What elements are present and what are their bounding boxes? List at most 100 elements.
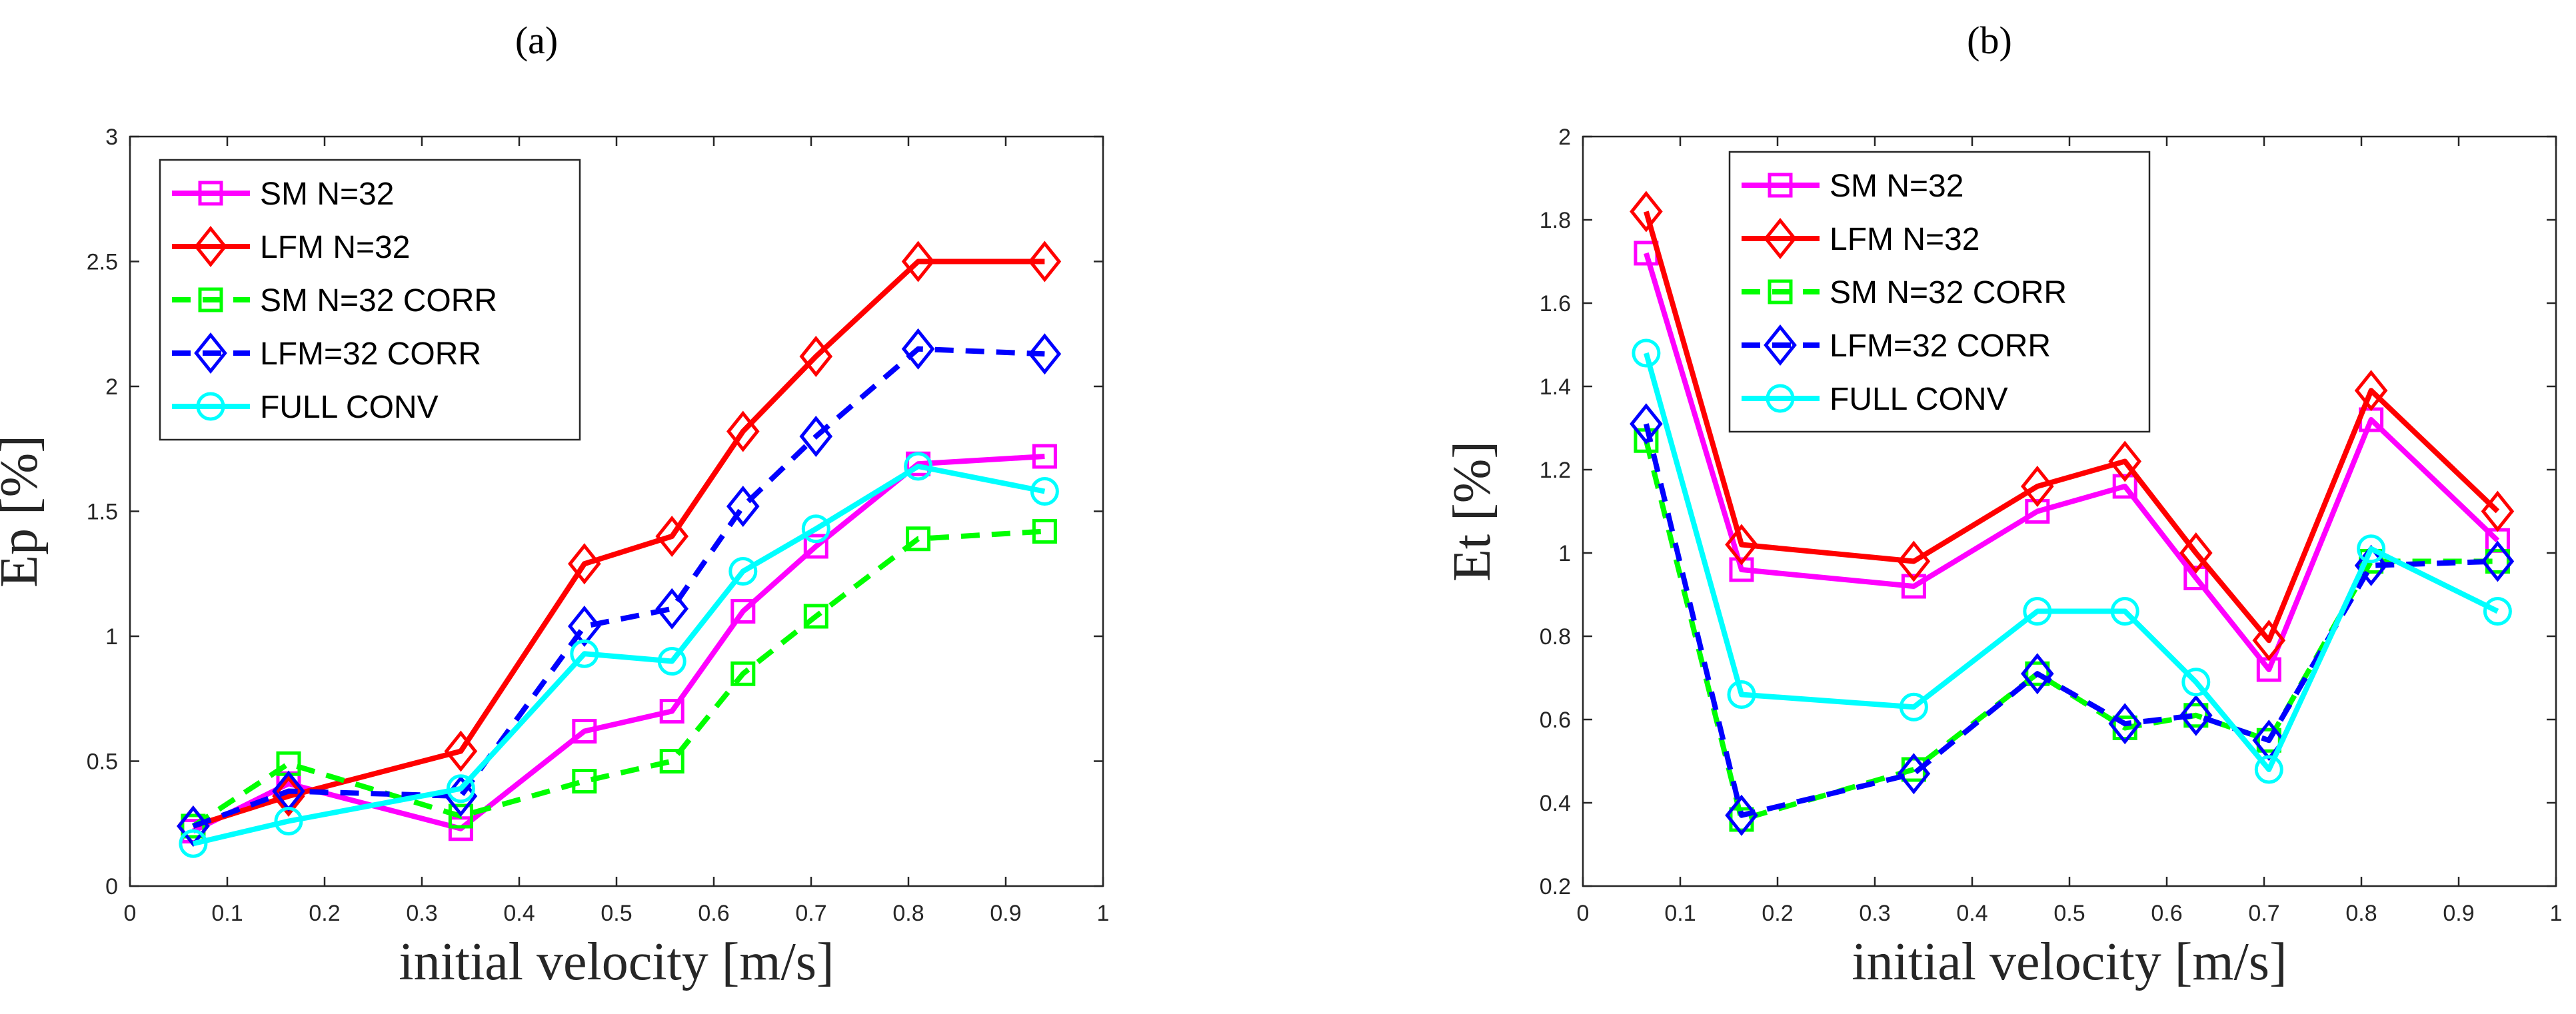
x-tick-label: 0.8 bbox=[892, 901, 924, 926]
series-line bbox=[192, 454, 1045, 834]
data-point bbox=[272, 775, 305, 817]
y-tick-label: 0.2 bbox=[1540, 874, 1571, 899]
data-point bbox=[728, 557, 758, 586]
x-tick-label: 1 bbox=[2550, 901, 2563, 926]
legend-marker bbox=[194, 332, 227, 374]
legend-marker bbox=[1764, 217, 1797, 260]
series-sm-n-32 bbox=[1634, 241, 2510, 682]
data-point bbox=[803, 534, 828, 559]
data-point bbox=[2108, 703, 2142, 745]
data-point bbox=[2025, 661, 2050, 686]
y-tick-label: 1.4 bbox=[1540, 374, 1571, 400]
x-tick-label: 0.4 bbox=[1956, 901, 1987, 926]
legend-box bbox=[159, 159, 581, 441]
data-point bbox=[2023, 597, 2052, 626]
data-point bbox=[2183, 566, 2209, 590]
data-point bbox=[446, 774, 475, 803]
x-tick-label: 0.7 bbox=[795, 901, 826, 926]
legend-marker bbox=[198, 287, 223, 312]
y-tick-label: 0.6 bbox=[1540, 708, 1571, 733]
x-tick-label: 0.9 bbox=[990, 901, 1021, 926]
data-point bbox=[799, 415, 833, 458]
data-point bbox=[2025, 499, 2050, 524]
y-tick-label: 1.8 bbox=[1540, 208, 1571, 233]
data-point bbox=[179, 829, 208, 858]
data-point bbox=[2021, 653, 2054, 695]
data-point bbox=[1030, 477, 1059, 506]
series-line bbox=[1644, 352, 2499, 772]
y-tick-label: 0.5 bbox=[87, 750, 118, 775]
data-point bbox=[1028, 241, 1062, 282]
series-sm-n-32 bbox=[181, 444, 1057, 843]
legend-marker bbox=[198, 181, 223, 206]
legend-entry-label: LFM=32 CORR bbox=[260, 336, 481, 372]
data-point bbox=[659, 749, 684, 773]
series-line bbox=[192, 464, 1046, 847]
panel-a: (a) 0 0.1 0.2 0.3 0.4 0.5 0.6 0.7 0.8 0.9 1 0 0.5 1 1.5… bbox=[0, 19, 1109, 991]
legend-marker bbox=[194, 225, 227, 268]
legend-entry-label: FULL CONV bbox=[260, 390, 439, 425]
data-point bbox=[730, 599, 756, 624]
x-tick-label: 0.1 bbox=[211, 901, 243, 926]
data-point bbox=[1632, 338, 1661, 368]
y-tick-label: 0.8 bbox=[1540, 624, 1571, 650]
legend-marker bbox=[196, 392, 225, 421]
data-point bbox=[572, 769, 597, 793]
data-point bbox=[2179, 694, 2213, 736]
legend-entry-label: LFM N=32 bbox=[1830, 222, 1979, 257]
series-lfm-n-32 bbox=[1630, 191, 2515, 662]
series-lfm-32-corr bbox=[1630, 403, 2515, 836]
data-point bbox=[444, 730, 478, 772]
series-lfm-n-32 bbox=[177, 241, 1062, 847]
y-tick-label: 3 bbox=[105, 125, 118, 150]
data-point bbox=[1725, 524, 1758, 566]
data-point bbox=[2481, 540, 2515, 582]
data-point bbox=[2179, 532, 2213, 574]
x-tick-label: 0.8 bbox=[2345, 901, 2377, 926]
data-point bbox=[2357, 534, 2386, 564]
legend-marker bbox=[1766, 384, 1795, 413]
data-point bbox=[274, 807, 303, 835]
data-point bbox=[572, 719, 597, 744]
series-full-conv bbox=[1632, 338, 2512, 784]
data-point bbox=[448, 803, 473, 829]
y-tick-label: 1.6 bbox=[1540, 291, 1571, 316]
data-point bbox=[726, 485, 760, 528]
data-point bbox=[726, 410, 760, 452]
x-tick-label: 0.6 bbox=[698, 901, 729, 926]
y-tick-label: 1 bbox=[1558, 541, 1571, 566]
x-tick-label: 0.5 bbox=[601, 901, 632, 926]
series-sm-n-32-corr bbox=[181, 519, 1057, 839]
data-point bbox=[2112, 474, 2137, 499]
panel-label: (a) bbox=[515, 19, 558, 62]
data-point bbox=[803, 604, 828, 629]
data-point bbox=[2354, 544, 2388, 586]
series-full-conv bbox=[179, 452, 1059, 858]
data-point bbox=[1032, 519, 1057, 544]
data-point bbox=[901, 328, 935, 370]
data-point bbox=[904, 452, 933, 481]
data-point bbox=[2021, 465, 2054, 508]
panel-b: (b) 0 0.1 0.2 0.3 0.4 0.5 0.6 0.7 0.8 0.9 1 0.2 0.4 0.… bbox=[1443, 19, 2562, 991]
data-point bbox=[901, 241, 935, 282]
y-tick-label: 2 bbox=[1558, 125, 1571, 150]
data-point bbox=[1897, 753, 1931, 795]
series-line bbox=[1644, 423, 2498, 818]
data-point bbox=[2108, 440, 2142, 482]
x-tick-label: 0.2 bbox=[309, 901, 340, 926]
y-tick-label: 1.2 bbox=[1540, 458, 1571, 483]
data-point bbox=[2181, 668, 2211, 697]
x-tick-label: 0.7 bbox=[2248, 901, 2279, 926]
x-tick-label: 0.3 bbox=[1859, 901, 1890, 926]
data-point bbox=[1901, 574, 1926, 599]
data-point bbox=[177, 805, 210, 847]
series-line bbox=[192, 258, 1045, 829]
data-point bbox=[1729, 557, 1754, 582]
x-axis-label: initial velocity [m/s] bbox=[399, 933, 834, 991]
series-line bbox=[191, 528, 1045, 829]
data-point bbox=[2483, 597, 2512, 626]
x-tick-label: 0.4 bbox=[503, 901, 535, 926]
legend-entry-label: LFM N=32 bbox=[260, 230, 410, 265]
legend-marker bbox=[1764, 324, 1797, 366]
